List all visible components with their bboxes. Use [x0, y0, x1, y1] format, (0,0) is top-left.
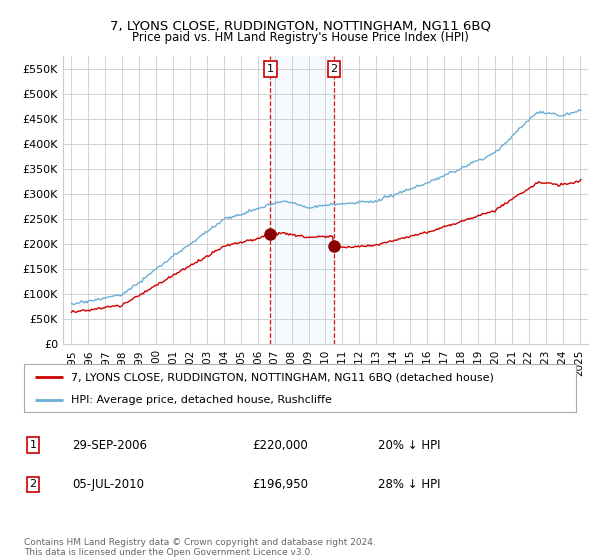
Text: 2: 2 — [29, 479, 37, 489]
Text: Price paid vs. HM Land Registry's House Price Index (HPI): Price paid vs. HM Land Registry's House … — [131, 31, 469, 44]
Text: 28% ↓ HPI: 28% ↓ HPI — [378, 478, 440, 491]
Text: 29-SEP-2006: 29-SEP-2006 — [72, 438, 147, 452]
Text: £196,950: £196,950 — [252, 478, 308, 491]
Text: 2: 2 — [331, 64, 338, 74]
Bar — [271, 56, 334, 344]
Text: Contains HM Land Registry data © Crown copyright and database right 2024.
This d: Contains HM Land Registry data © Crown c… — [24, 538, 376, 557]
Text: £220,000: £220,000 — [252, 438, 308, 452]
Text: HPI: Average price, detached house, Rushcliffe: HPI: Average price, detached house, Rush… — [71, 395, 332, 405]
Text: 20% ↓ HPI: 20% ↓ HPI — [378, 438, 440, 452]
Text: 1: 1 — [267, 64, 274, 74]
Text: 7, LYONS CLOSE, RUDDINGTON, NOTTINGHAM, NG11 6BQ (detached house): 7, LYONS CLOSE, RUDDINGTON, NOTTINGHAM, … — [71, 372, 494, 382]
Text: 05-JUL-2010: 05-JUL-2010 — [72, 478, 144, 491]
Text: 7, LYONS CLOSE, RUDDINGTON, NOTTINGHAM, NG11 6BQ: 7, LYONS CLOSE, RUDDINGTON, NOTTINGHAM, … — [110, 20, 491, 32]
Text: 1: 1 — [29, 440, 37, 450]
